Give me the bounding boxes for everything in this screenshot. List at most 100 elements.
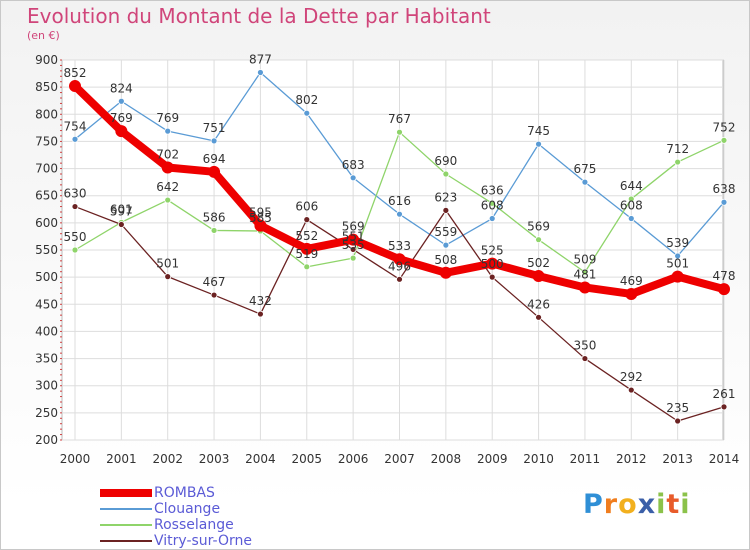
data-label-vitry-sur-orne: 426 [527, 297, 550, 311]
data-label-clouange: 683 [342, 158, 365, 172]
y-tick-label: 600 [35, 216, 58, 230]
legend-swatch [100, 524, 152, 526]
data-label-clouange: 675 [573, 162, 596, 176]
data-point-clouange [164, 127, 172, 135]
data-label-rosselange: 569 [527, 220, 550, 234]
data-label-vitry-sur-orne: 623 [434, 190, 457, 204]
data-point-clouange [349, 174, 357, 182]
data-point-vitry-sur-orne [349, 246, 357, 253]
x-tick-label: 2014 [709, 452, 740, 466]
data-point-clouange [303, 109, 311, 117]
data-label-vitry-sur-orne: 292 [620, 370, 643, 384]
data-point-rosselange [720, 136, 728, 144]
x-tick-label: 2009 [477, 452, 508, 466]
data-label-vitry-sur-orne: 432 [249, 294, 272, 308]
data-label-vitry-sur-orne: 501 [156, 257, 179, 271]
data-label-clouange: 608 [620, 199, 643, 213]
data-label-clouange: 769 [156, 111, 179, 125]
logo-letter: i [680, 489, 691, 520]
data-point-clouange [71, 135, 79, 143]
data-label-vitry-sur-orne: 235 [666, 401, 689, 415]
data-point-clouange [117, 97, 125, 105]
x-tick-label: 2011 [570, 452, 601, 466]
data-point-rosselange [349, 254, 357, 262]
data-label-vitry-sur-orne: 597 [110, 204, 133, 218]
data-label-clouange: 824 [110, 81, 133, 95]
data-label-rosselange: 767 [388, 112, 411, 126]
data-point-rosselange [674, 158, 682, 166]
y-tick-label: 300 [35, 379, 58, 393]
data-label-rosselange: 550 [64, 230, 87, 244]
data-label-clouange: 616 [388, 194, 411, 208]
data-point-rosselange [210, 227, 218, 234]
data-point-vitry-sur-orne [627, 386, 635, 394]
data-point-rombas [208, 165, 221, 178]
axes: 200 250 300 350 400 450 500 550 600 650 700 750 800 8… [35, 53, 739, 466]
logo-letter: o [618, 489, 638, 520]
data-point-clouange [396, 210, 403, 218]
x-tick-label: 2007 [384, 452, 415, 466]
data-point-clouange [627, 215, 635, 222]
data-point-rombas [115, 125, 128, 138]
data-label-clouange: 745 [527, 124, 550, 138]
data-label-vitry-sur-orne: 261 [713, 387, 736, 401]
data-label-rosselange: 636 [481, 183, 504, 197]
y-tick-label: 450 [35, 297, 58, 311]
data-label-clouange: 877 [249, 52, 272, 66]
data-label-rombas: 508 [434, 253, 457, 267]
data-label-clouange: 754 [64, 119, 87, 133]
data-point-rosselange [581, 268, 589, 276]
data-label-rosselange: 752 [713, 120, 736, 134]
y-tick-label: 200 [35, 433, 58, 447]
legend-label: Rosselange [154, 517, 234, 533]
x-tick-label: 2002 [152, 452, 183, 466]
y-tick-label: 700 [35, 162, 58, 176]
x-tick-label: 2013 [662, 452, 693, 466]
data-point-rombas [347, 233, 360, 246]
data-point-vitry-sur-orne [674, 417, 682, 425]
y-tick-label: 650 [35, 189, 58, 203]
x-tick-label: 2003 [199, 452, 230, 466]
series [69, 69, 730, 425]
logo-letter: x [637, 489, 657, 520]
data-label-clouange: 638 [713, 182, 736, 196]
data-point-clouange [488, 215, 496, 222]
data-point-rosselange [488, 199, 496, 207]
data-label-vitry-sur-orne: 606 [295, 200, 318, 214]
y-tick-label: 350 [35, 352, 58, 366]
data-label-rombas: 852 [64, 66, 87, 80]
data-point-clouange [674, 252, 682, 260]
data-point-vitry-sur-orne [396, 275, 403, 283]
data-label-rombas: 502 [527, 256, 550, 270]
data-label-rosselange: 642 [156, 180, 179, 194]
data-point-rombas [671, 270, 684, 283]
data-point-rombas [439, 266, 452, 279]
y-tick-label: 250 [35, 406, 58, 420]
x-tick-label: 2008 [431, 452, 462, 466]
data-label-clouange: 751 [203, 121, 226, 135]
legend-label: ROMBAS [154, 485, 215, 501]
y-tick-label: 550 [35, 243, 58, 257]
legend-swatch [100, 489, 152, 497]
data-point-rombas [718, 283, 730, 296]
legend-label: Clouange [154, 501, 221, 517]
x-tick-label: 2005 [292, 452, 323, 466]
data-label-rombas: 469 [620, 274, 643, 288]
data-label-rombas: 533 [388, 239, 411, 253]
data-point-rosselange [535, 236, 542, 244]
data-label-vitry-sur-orne: 630 [64, 187, 87, 201]
data-label-vitry-sur-orne: 551 [342, 229, 365, 243]
data-point-rombas [393, 253, 406, 266]
data-label-clouange: 608 [481, 199, 504, 213]
data-point-vitry-sur-orne [164, 273, 172, 281]
logo-letter: r [603, 489, 619, 520]
y-tick-label: 400 [35, 324, 58, 338]
data-point-vitry-sur-orne [71, 203, 79, 210]
data-point-rosselange [164, 196, 172, 204]
data-label-vitry-sur-orne: 350 [573, 339, 596, 353]
data-point-vitry-sur-orne [210, 291, 218, 299]
data-point-rombas [486, 257, 499, 270]
data-point-rombas [625, 287, 638, 300]
chart-title: Evolution du Montant de la Dette par Hab… [27, 4, 491, 28]
data-label-rombas: 569 [342, 220, 365, 234]
